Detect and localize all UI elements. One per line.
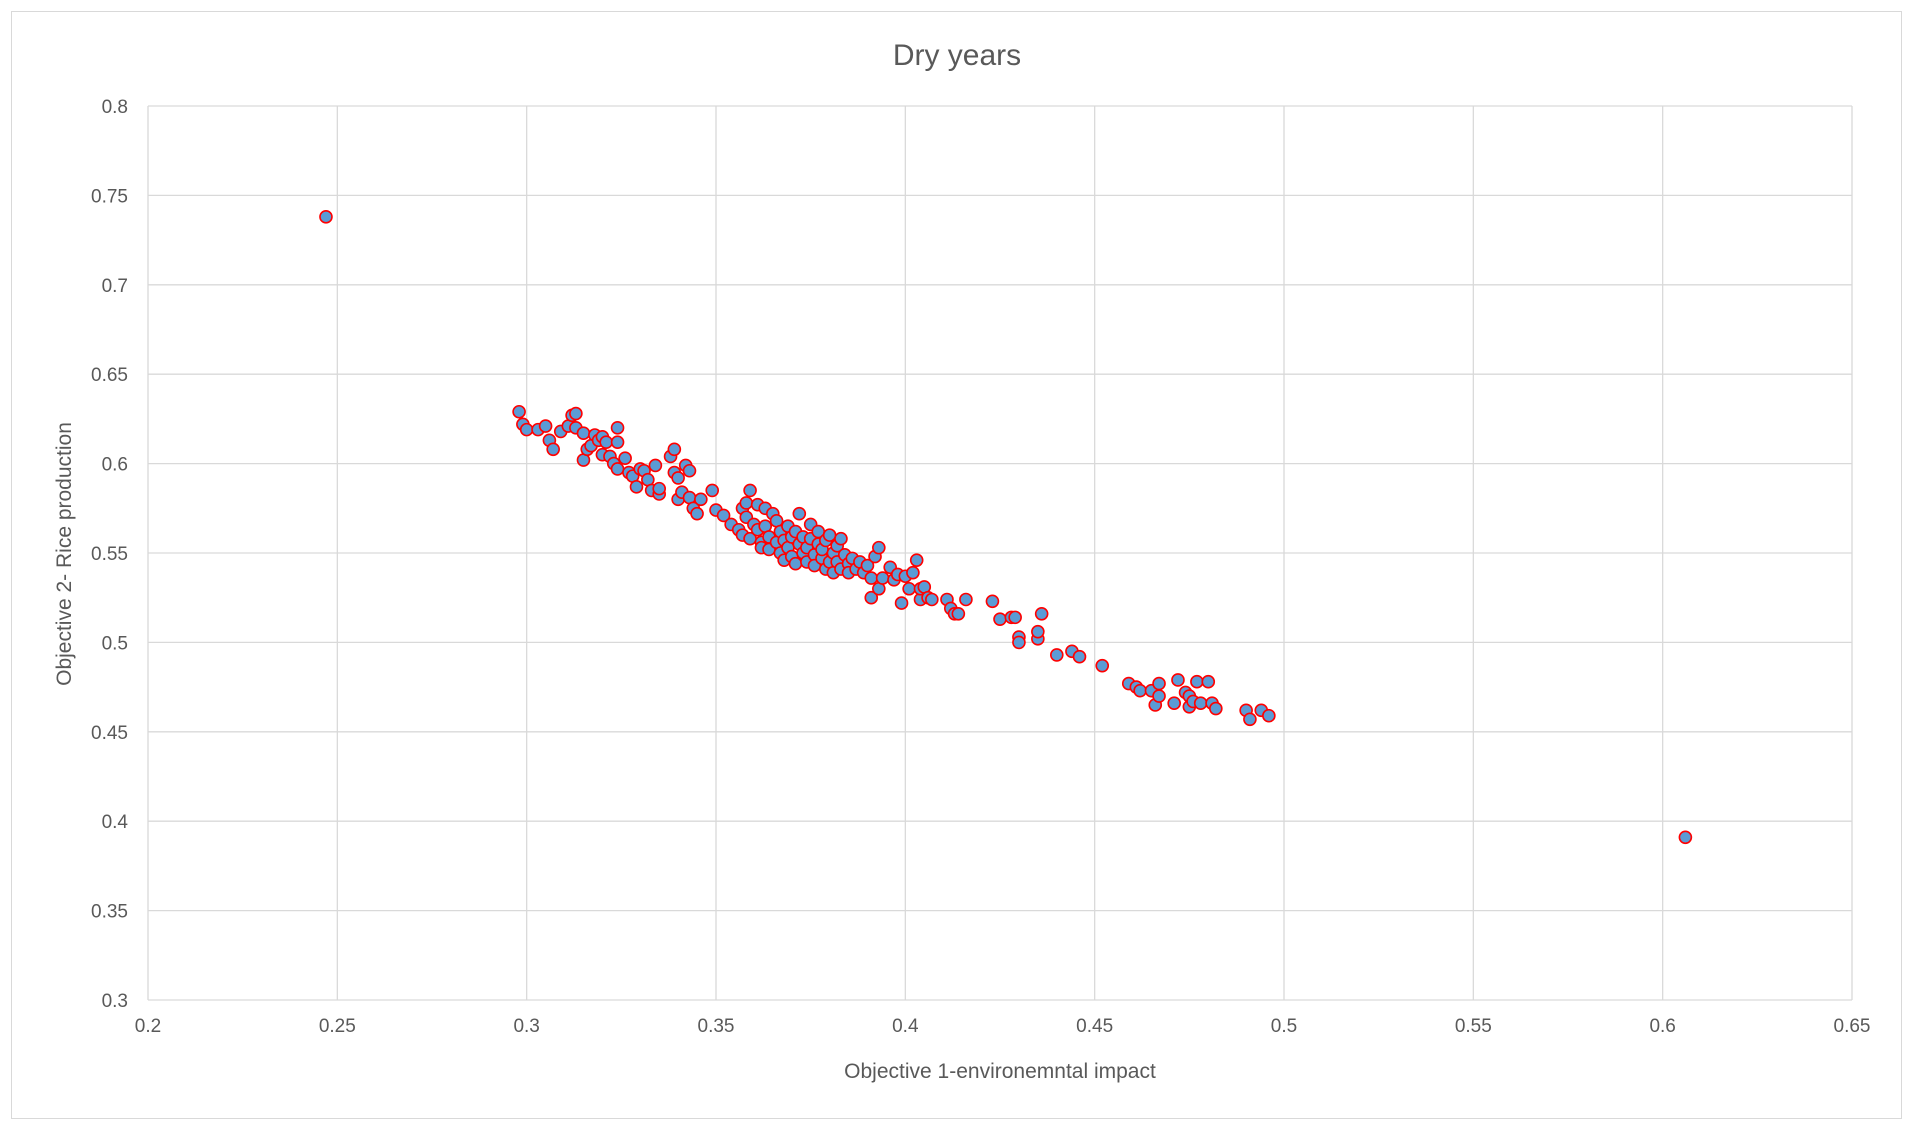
data-point [909, 553, 924, 567]
data-point [743, 483, 757, 498]
data-point [1262, 708, 1276, 723]
data-point [1171, 673, 1185, 687]
data-point [1201, 674, 1216, 689]
y-tick-label: 0.7 [102, 276, 128, 297]
y-tick-label: 0.75 [91, 186, 128, 207]
data-point [546, 442, 560, 457]
x-tick-label: 0.65 [1834, 1016, 1871, 1037]
data-point [834, 531, 848, 546]
data-point [569, 406, 583, 421]
data-point [1050, 648, 1064, 662]
data-point [739, 496, 754, 510]
y-tick-label: 0.3 [102, 991, 128, 1012]
data-point [902, 581, 916, 596]
x-tick-label: 0.55 [1455, 1016, 1492, 1037]
x-tick-label: 0.3 [513, 1016, 539, 1037]
x-tick-label: 0.2 [135, 1016, 161, 1037]
data-point [925, 592, 939, 607]
data-points [319, 210, 1693, 845]
x-tick-label: 0.45 [1076, 1016, 1113, 1037]
data-point [906, 565, 920, 580]
data-point [1034, 606, 1049, 621]
y-tick-label: 0.6 [102, 455, 128, 476]
data-point [1167, 696, 1181, 710]
y-tick-label: 0.45 [91, 723, 128, 744]
x-tick-label: 0.25 [319, 1016, 356, 1037]
tick-labels: 0.2 0.25 0.3 0.35 0.4 0.45 0.5 0.55 0.6 0.65 0.3 0.… [91, 97, 1870, 1037]
x-tick-label: 0.6 [1649, 1016, 1675, 1037]
data-point [694, 492, 708, 507]
data-point [1209, 701, 1223, 716]
y-tick-label: 0.35 [91, 902, 128, 923]
data-point [875, 571, 890, 585]
data-point [1152, 676, 1166, 691]
data-point [792, 506, 807, 521]
y-tick-label: 0.8 [102, 97, 128, 118]
data-point [629, 480, 644, 494]
x-tick-label: 0.5 [1271, 1016, 1297, 1037]
y-tick-label: 0.5 [102, 633, 128, 654]
y-tick-label: 0.4 [102, 812, 129, 833]
data-point [716, 508, 731, 523]
x-tick-label: 0.4 [892, 1016, 919, 1037]
data-point [667, 442, 682, 457]
data-point [1243, 712, 1257, 727]
y-tick-label: 0.65 [91, 365, 128, 386]
data-point [1190, 674, 1204, 689]
data-point [894, 596, 909, 610]
data-point [705, 483, 720, 498]
data-point [1012, 635, 1026, 650]
data-point [864, 590, 879, 605]
data-point [648, 458, 663, 473]
y-tick-label: 0.55 [91, 544, 128, 565]
y-axis-title: Objective 2- Rice production [53, 422, 76, 686]
data-point [788, 556, 803, 571]
x-tick-label: 0.35 [698, 1016, 735, 1037]
data-point [610, 435, 625, 449]
data-point [822, 528, 837, 542]
data-point [1193, 696, 1208, 710]
data-point [1095, 658, 1110, 673]
data-point [1152, 689, 1166, 703]
data-point [864, 571, 879, 585]
data-point [1133, 683, 1147, 698]
data-point [860, 558, 875, 573]
grid-layer [147, 105, 1853, 1001]
data-point [1008, 610, 1022, 625]
chart-title: Dry years [893, 39, 1021, 72]
data-point [671, 471, 685, 485]
data-point [599, 435, 613, 449]
data-point [872, 540, 886, 555]
data-point [690, 506, 704, 521]
data-point [610, 421, 625, 435]
data-point [538, 419, 553, 433]
data-point [1678, 830, 1693, 845]
data-point [951, 606, 966, 621]
data-point [319, 210, 333, 224]
data-point [512, 404, 526, 419]
data-point [959, 592, 973, 607]
data-point [682, 463, 697, 478]
data-point [1031, 624, 1045, 639]
data-point [576, 426, 591, 441]
data-point [618, 451, 632, 466]
data-point [610, 462, 625, 476]
x-axis-title: Objective 1-environemntal impact [844, 1060, 1156, 1083]
data-point [993, 612, 1007, 626]
data-point [1072, 649, 1087, 664]
data-point [652, 481, 667, 496]
data-point [985, 594, 1000, 609]
data-point [519, 422, 534, 437]
